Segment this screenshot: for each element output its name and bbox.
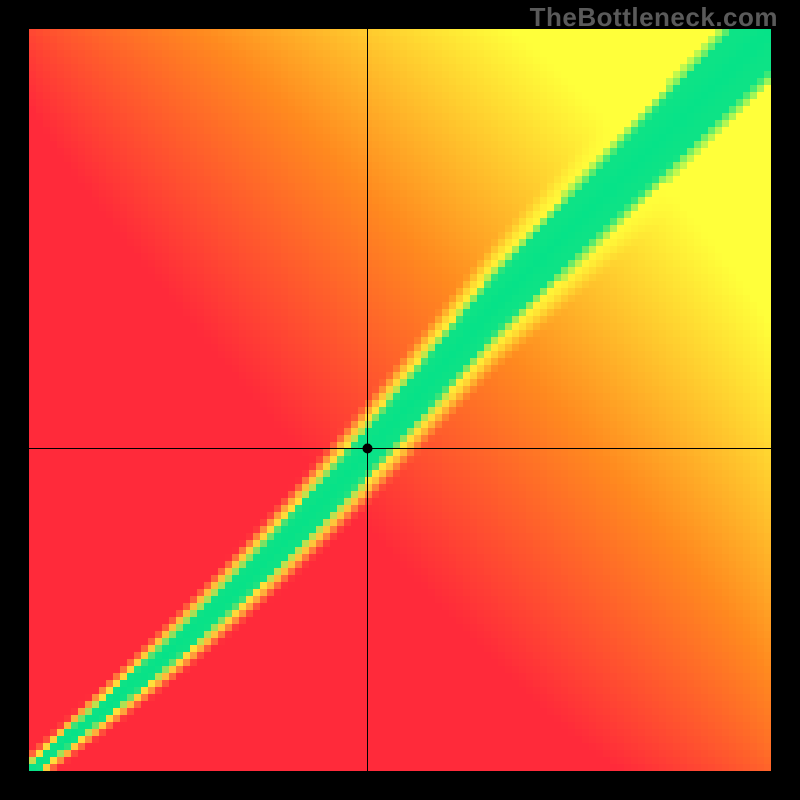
chart-container: TheBottleneck.com: [0, 0, 800, 800]
bottleneck-heatmap: [29, 29, 771, 771]
watermark-text: TheBottleneck.com: [530, 2, 778, 33]
